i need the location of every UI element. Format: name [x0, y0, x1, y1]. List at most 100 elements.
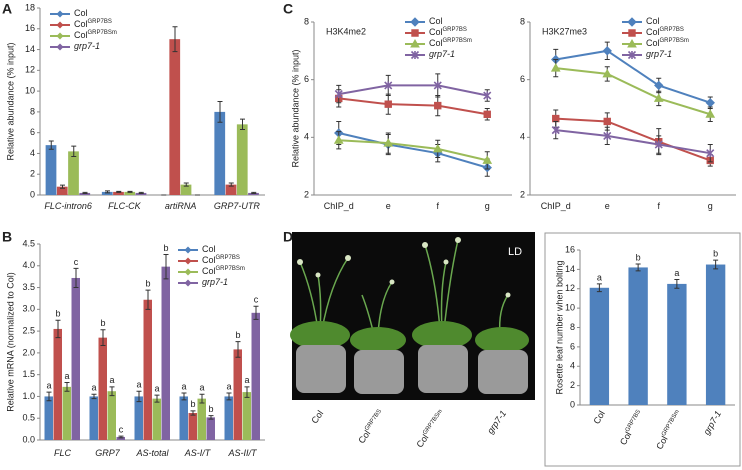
y-tick-label: 12	[25, 65, 35, 75]
legend-marker	[627, 38, 637, 48]
bar	[214, 111, 226, 195]
x-tick-label-main: Col	[618, 430, 633, 447]
y-tick-label: 2	[304, 189, 309, 199]
legend-label-sup: GRP7BSm	[88, 30, 117, 36]
error-bar	[244, 386, 250, 398]
legend-label-main: grp7-1	[429, 49, 455, 59]
bar	[236, 124, 248, 195]
genotype-label: Col	[310, 409, 326, 426]
legend-marker	[56, 43, 64, 51]
y-tick-label: 2	[30, 169, 35, 179]
x-tick-label-main: AS-I/T	[184, 448, 212, 458]
x-tick-label-main: ChIP_d	[541, 201, 571, 211]
x-tick-label: AS-total	[135, 448, 169, 458]
x-tick-label: FLC-CK	[108, 201, 141, 211]
x-tick-label: f	[657, 201, 660, 211]
x-tick-label-main: GRP7	[95, 448, 121, 458]
legend-marker	[410, 50, 420, 60]
y-tick-label: 12	[565, 283, 575, 293]
error-bar	[127, 190, 133, 193]
x-tick-label-main: FLC	[54, 448, 72, 458]
bar	[124, 191, 136, 195]
x-tick-label-main: g	[485, 201, 490, 211]
significance-letter: b	[55, 309, 60, 319]
bar	[116, 436, 125, 440]
chart-title: H3K27me3	[542, 26, 587, 36]
marker	[706, 149, 715, 158]
error-bar	[713, 259, 719, 270]
bar	[628, 267, 648, 405]
significance-letter: a	[91, 383, 96, 393]
legend-label: ColGRP7BSm	[646, 38, 689, 49]
marker	[705, 98, 715, 108]
bar	[248, 192, 259, 195]
legend-label: Col	[429, 16, 443, 26]
series-line	[338, 84, 488, 97]
bar	[161, 266, 170, 440]
marker	[333, 135, 344, 144]
series-line	[555, 67, 711, 116]
x-tick-label-main: GRP7-UTR	[214, 201, 261, 211]
error-bar	[253, 305, 259, 320]
panel-label: A	[2, 1, 12, 17]
marker	[384, 100, 392, 108]
error-bar	[91, 393, 97, 400]
legend-label-sup: GRP7BS	[443, 27, 467, 33]
x-tick-label: g	[708, 201, 713, 211]
significance-letter: c	[254, 295, 259, 305]
bar	[56, 186, 68, 195]
legend-marker	[627, 50, 637, 60]
error-bar	[105, 190, 110, 194]
bar	[589, 287, 610, 405]
x-tick-label: f	[436, 201, 439, 211]
x-tick-label-main: FLC-CK	[108, 201, 141, 211]
bar	[233, 349, 242, 440]
bar	[68, 151, 79, 195]
legend-label-main: Col	[202, 244, 216, 254]
legend-label-main: grp7-1	[74, 41, 100, 51]
bar	[180, 184, 192, 195]
x-tick-label: GRP7-UTR	[214, 201, 261, 211]
y-tick-label: 6	[30, 127, 35, 137]
bar	[143, 299, 152, 440]
x-tick-label: ChIP_d	[541, 201, 571, 211]
marker	[603, 117, 611, 126]
y-tick-label: 6	[304, 74, 309, 84]
genotype-label-main: Col	[310, 409, 326, 426]
legend-label-sup: GRP7BSm	[216, 266, 245, 272]
error-bar	[235, 341, 241, 358]
y-tick-label: 6	[520, 74, 525, 84]
legend-label-sup: GRP7BS	[660, 27, 684, 33]
legend-label: ColGRP7BSm	[74, 30, 117, 41]
legend-marker	[628, 29, 636, 37]
bar	[251, 312, 260, 440]
marker	[550, 63, 561, 72]
legend-label-main: Col	[74, 8, 88, 18]
marker	[603, 131, 612, 140]
error-bar	[136, 390, 142, 403]
significance-letter: a	[199, 383, 204, 393]
significance-letter: b	[145, 279, 150, 289]
error-bar	[163, 253, 169, 280]
error-bar	[48, 140, 54, 150]
y-tick-label: 4.0	[22, 260, 35, 270]
error-bar	[228, 182, 234, 187]
error-bar	[217, 101, 223, 123]
genotype-label-main: Col	[415, 433, 431, 450]
significance-letter: a	[64, 371, 69, 381]
marker	[432, 143, 443, 153]
series-line	[555, 117, 711, 162]
x-tick-label: AS-I/T	[184, 448, 212, 458]
legend-label-main: Col	[74, 19, 88, 29]
genotype-label: grp7-1	[485, 409, 508, 436]
error-bar	[118, 435, 124, 439]
error-bar	[109, 386, 115, 397]
significance-letter: a	[597, 272, 602, 282]
significance-letter: b	[208, 404, 213, 414]
bar	[179, 396, 188, 440]
error-bar	[226, 392, 232, 401]
x-tick-label-main: f	[657, 201, 660, 211]
marker	[705, 109, 716, 118]
x-tick-label-main: e	[386, 201, 391, 211]
x-tick-label: ChIP_d	[324, 201, 354, 211]
